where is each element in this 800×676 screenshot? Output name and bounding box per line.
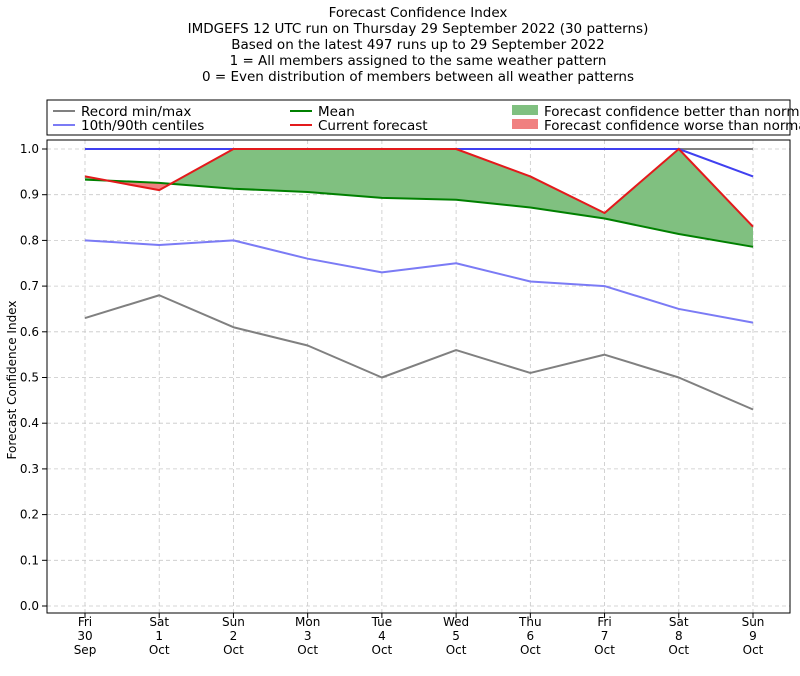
x-tick-label: 8 [675, 629, 683, 643]
x-tick-label: Sat [669, 615, 689, 629]
legend-label-mean: Mean [318, 104, 355, 120]
x-tick-label: Oct [297, 643, 318, 657]
x-tick-label: Fri [597, 615, 611, 629]
x-tick-label: Oct [594, 643, 615, 657]
x-tick-label: Sep [74, 643, 97, 657]
x-tick-label: Sat [149, 615, 169, 629]
x-tick-label: Oct [743, 643, 764, 657]
y-tick-label: 0.5 [20, 371, 39, 385]
y-axis-label: Forecast Confidence Index [5, 301, 19, 460]
title-line-4: 1 = All members assigned to the same wea… [230, 53, 607, 69]
x-tick-label: 5 [452, 629, 460, 643]
y-tick-label: 0.4 [20, 416, 39, 430]
legend-label-record: Record min/max [81, 104, 191, 120]
x-tick-label: Oct [520, 643, 541, 657]
10th-centile-line [84, 239, 754, 324]
x-tick-label: 9 [749, 629, 757, 643]
x-tick-label: Wed [443, 615, 469, 629]
y-tick-label: 0.9 [20, 188, 39, 202]
x-tick-label: 30 [77, 629, 92, 643]
legend-swatch-better [512, 105, 538, 115]
record-min-line [84, 294, 754, 411]
y-tick-label: 0.8 [20, 233, 39, 247]
y-axis-ticks: 0.0 0.1 0.2 0.3 0.4 0.5 0.6 0.7 0.8 0.9 1.0 [20, 142, 47, 613]
x-tick-label: Sun [742, 615, 765, 629]
legend-label-current: Current forecast [318, 118, 428, 134]
y-tick-label: 1.0 [20, 142, 39, 156]
y-tick-label: 0.2 [20, 508, 39, 522]
title-line-5: 0 = Even distribution of members between… [202, 69, 634, 85]
title-line-1: Forecast Confidence Index [329, 5, 508, 21]
chart-legend: Record min/max 10th/90th centiles Mean C… [46, 99, 800, 136]
title-line-2: IMDGEFS 12 UTC run on Thursday 29 Septem… [188, 21, 649, 37]
x-tick-label: 1 [155, 629, 163, 643]
x-tick-label: Thu [518, 615, 542, 629]
x-tick-label: 4 [378, 629, 386, 643]
x-tick-label: Tue [371, 615, 393, 629]
y-tick-label: 0.6 [20, 325, 39, 339]
y-tick-label: 0.0 [20, 599, 39, 613]
y-tick-label: 0.7 [20, 279, 39, 293]
x-tick-label: Oct [149, 643, 170, 657]
plot-frame [46, 139, 791, 614]
current-forecast-line [84, 148, 754, 228]
x-axis-ticks: Fri30SepSat1OctSun2OctMon3OctTue4OctWed5… [74, 613, 765, 657]
x-tick-label: Fri [78, 615, 92, 629]
x-tick-label: 7 [601, 629, 609, 643]
title-line-3: Based on the latest 497 runs up to 29 Se… [231, 37, 605, 53]
x-tick-label: 6 [527, 629, 535, 643]
chart-series-lines [84, 148, 754, 411]
x-tick-label: Mon [295, 615, 320, 629]
legend-label-better: Forecast confidence better than normal [544, 104, 800, 120]
mean-line [84, 178, 754, 248]
y-tick-label: 0.1 [20, 553, 39, 567]
legend-label-centiles: 10th/90th centiles [81, 118, 204, 134]
x-tick-label: Oct [446, 643, 467, 657]
x-tick-label: Oct [223, 643, 244, 657]
x-tick-label: Sun [222, 615, 245, 629]
x-tick-label: Oct [372, 643, 393, 657]
legend-label-worse: Forecast confidence worse than normal [544, 118, 800, 134]
legend-frame [46, 99, 791, 136]
y-tick-label: 0.3 [20, 462, 39, 476]
x-tick-label: Oct [668, 643, 689, 657]
legend-swatch-worse [512, 119, 538, 129]
chart-title: Forecast Confidence Index IMDGEFS 12 UTC… [188, 5, 649, 85]
x-tick-label: 3 [304, 629, 312, 643]
x-tick-label: 2 [230, 629, 238, 643]
